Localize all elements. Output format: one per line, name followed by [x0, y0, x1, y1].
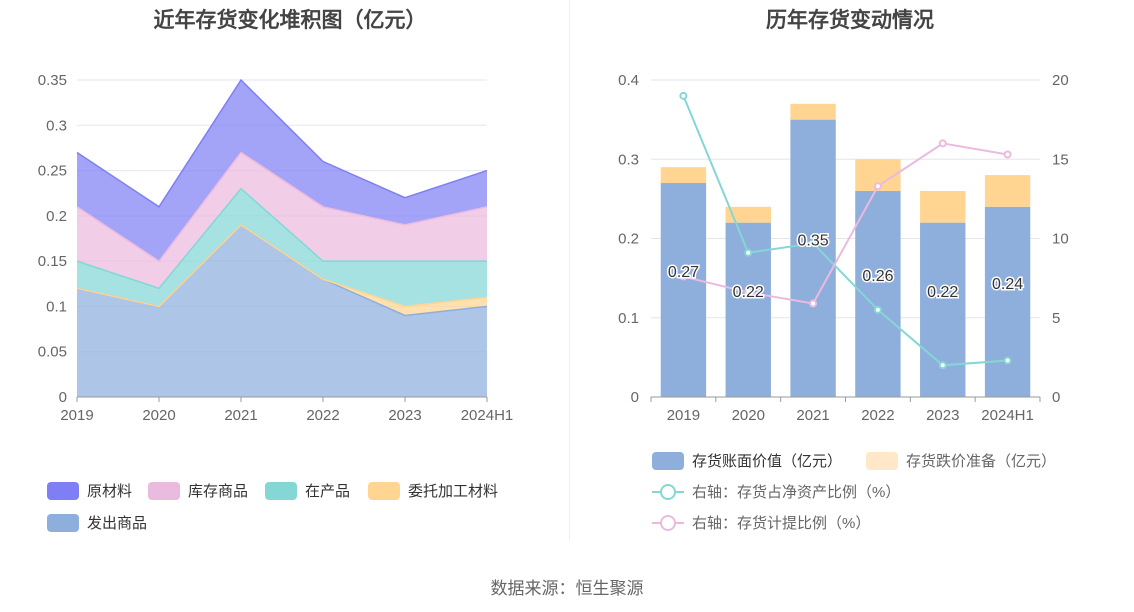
right-x-tick-label: 2023 — [926, 407, 959, 424]
right-y-tick-label: 0 — [631, 389, 639, 406]
bar-impairment — [725, 206, 771, 223]
legend-item-finished-goods[interactable]: 库存商品 — [148, 480, 248, 501]
legend-label-impairment: 存货跌价准备（亿元） — [906, 453, 1057, 470]
bar-data-label: 0.27 — [668, 264, 699, 281]
right-y2-tick-label: 10 — [1052, 231, 1069, 248]
left-x-tick-label: 2022 — [306, 407, 339, 424]
line-net-asset-ratio — [682, 95, 1008, 367]
area-edge-库存商品 — [76, 151, 488, 263]
legend-label-goods-shipped: 发出商品 — [87, 515, 148, 532]
legend-item-book-value[interactable]: 存货账面价值（亿元） — [652, 450, 842, 471]
bar-data-label: 0.26 — [862, 268, 893, 285]
right-x-tick-label: 2021 — [796, 407, 829, 424]
legend-swatch-impairment — [866, 451, 898, 470]
right-y2-tick-label: 20 — [1052, 72, 1069, 89]
point-net-asset-ratio — [679, 91, 688, 100]
legend-swatch-net-asset-ratio — [652, 483, 684, 501]
legend-label-consigned-materials: 委托加工材料 — [408, 483, 499, 500]
left-x-tick-label: 2024H1 — [461, 407, 514, 424]
bar-impairment — [790, 103, 836, 120]
bar-book-value — [660, 183, 707, 397]
bar-data-label: 0.35 — [798, 232, 829, 249]
data-source: 数据来源：恒生聚源 — [490, 579, 644, 598]
left-y-tick-label: 0.05 — [38, 344, 67, 361]
legend-label-raw-material: 原材料 — [87, 483, 133, 500]
point-provision-ratio — [873, 182, 882, 191]
bar-book-value — [984, 206, 1031, 397]
right-y-tick-label: 0.4 — [618, 72, 639, 89]
left-x-tick-label: 2019 — [60, 407, 93, 424]
legend-label-book-value: 存货账面价值（亿元） — [692, 453, 843, 470]
area-series-发出商品 — [77, 224, 487, 397]
legend-label-provision-ratio: 右轴：存货计提比例（%） — [692, 515, 871, 532]
right-y2-tick-label: 15 — [1052, 151, 1069, 168]
area-series-库存商品 — [77, 152, 487, 289]
area-edge-委托加工材料 — [76, 223, 488, 308]
right-y2-tick-label: 0 — [1052, 389, 1060, 406]
legend-swatch-provision-ratio — [652, 514, 684, 532]
bar-book-value — [920, 222, 966, 397]
right-y2-tick-label: 5 — [1052, 310, 1060, 327]
left-chart-title: 近年存货变化堆积图（亿元） — [153, 9, 427, 32]
right-y-tick-label: 0.1 — [618, 310, 639, 327]
area-edge-在产品 — [76, 187, 487, 290]
legend-label-finished-goods: 库存商品 — [188, 483, 249, 500]
legend-swatch-goods-shipped — [47, 513, 79, 532]
legend-label-work-in-progress: 在产品 — [305, 483, 351, 500]
point-provision-ratio — [1003, 150, 1012, 159]
legend-label-net-asset-ratio: 右轴：存货占净资产比例（%） — [692, 484, 901, 501]
point-provision-ratio — [938, 139, 947, 148]
legend-item-raw-material[interactable]: 原材料 — [47, 480, 132, 501]
legend-item-goods-shipped[interactable]: 发出商品 — [47, 512, 147, 533]
left-y-tick-label: 0.3 — [46, 117, 67, 134]
legend-swatch-raw-material — [47, 481, 79, 500]
right-x-tick-label: 2019 — [667, 407, 700, 424]
point-net-asset-ratio — [744, 248, 753, 257]
left-x-tick-label: 2023 — [388, 407, 421, 424]
left-y-tick-label: 0 — [59, 389, 67, 406]
left-y-tick-label: 0.35 — [38, 72, 67, 89]
left-y-tick-label: 0.25 — [38, 163, 67, 180]
legend-swatch-consigned-materials — [368, 481, 400, 500]
left-x-tick-label: 2021 — [224, 407, 257, 424]
point-provision-ratio — [744, 288, 753, 297]
legend-item-provision-ratio[interactable]: 右轴：存货计提比例（%） — [652, 512, 870, 533]
right-x-tick-label: 2020 — [732, 407, 765, 424]
legend-item-impairment[interactable]: 存货跌价准备（亿元） — [866, 450, 1056, 471]
point-provision-ratio — [809, 299, 818, 308]
area-series-委托加工材料 — [77, 224, 487, 316]
legend-swatch-book-value — [652, 451, 684, 470]
point-net-asset-ratio — [938, 361, 947, 370]
left-y-tick-label: 0.15 — [38, 253, 67, 270]
right-y-tick-label: 0.2 — [618, 231, 639, 248]
point-net-asset-ratio — [809, 239, 818, 248]
bar-impairment — [984, 175, 1031, 207]
legend-item-net-asset-ratio[interactable]: 右轴：存货占净资产比例（%） — [652, 481, 900, 502]
bar-impairment — [660, 167, 707, 184]
chart-divider — [569, 0, 570, 540]
point-provision-ratio — [679, 272, 688, 281]
bar-impairment — [920, 190, 966, 223]
right-chart-title: 历年存货变动情况 — [766, 9, 934, 32]
legend-item-consigned-materials[interactable]: 委托加工材料 — [368, 480, 498, 501]
legend-swatch-finished-goods — [148, 481, 180, 500]
area-series-在产品 — [77, 188, 487, 307]
right-y-tick-label: 0.3 — [618, 151, 639, 168]
left-y-tick-label: 0.2 — [46, 208, 67, 225]
right-x-tick-label: 2022 — [861, 407, 894, 424]
line-provision-ratio — [683, 142, 1008, 305]
left-y-tick-label: 0.1 — [46, 298, 67, 315]
point-net-asset-ratio — [1003, 356, 1012, 365]
right-x-tick-label: 2024H1 — [981, 407, 1034, 424]
area-edge-原材料 — [76, 78, 488, 208]
point-net-asset-ratio — [873, 305, 882, 314]
left-x-tick-label: 2020 — [142, 407, 175, 424]
bar-data-label: 0.24 — [992, 276, 1023, 293]
area-series-原材料 — [77, 80, 487, 262]
bar-data-label: 0.22 — [927, 284, 958, 301]
bar-data-label: 0.22 — [733, 284, 764, 301]
legend-item-work-in-progress[interactable]: 在产品 — [265, 480, 350, 501]
legend-swatch-work-in-progress — [265, 481, 297, 500]
